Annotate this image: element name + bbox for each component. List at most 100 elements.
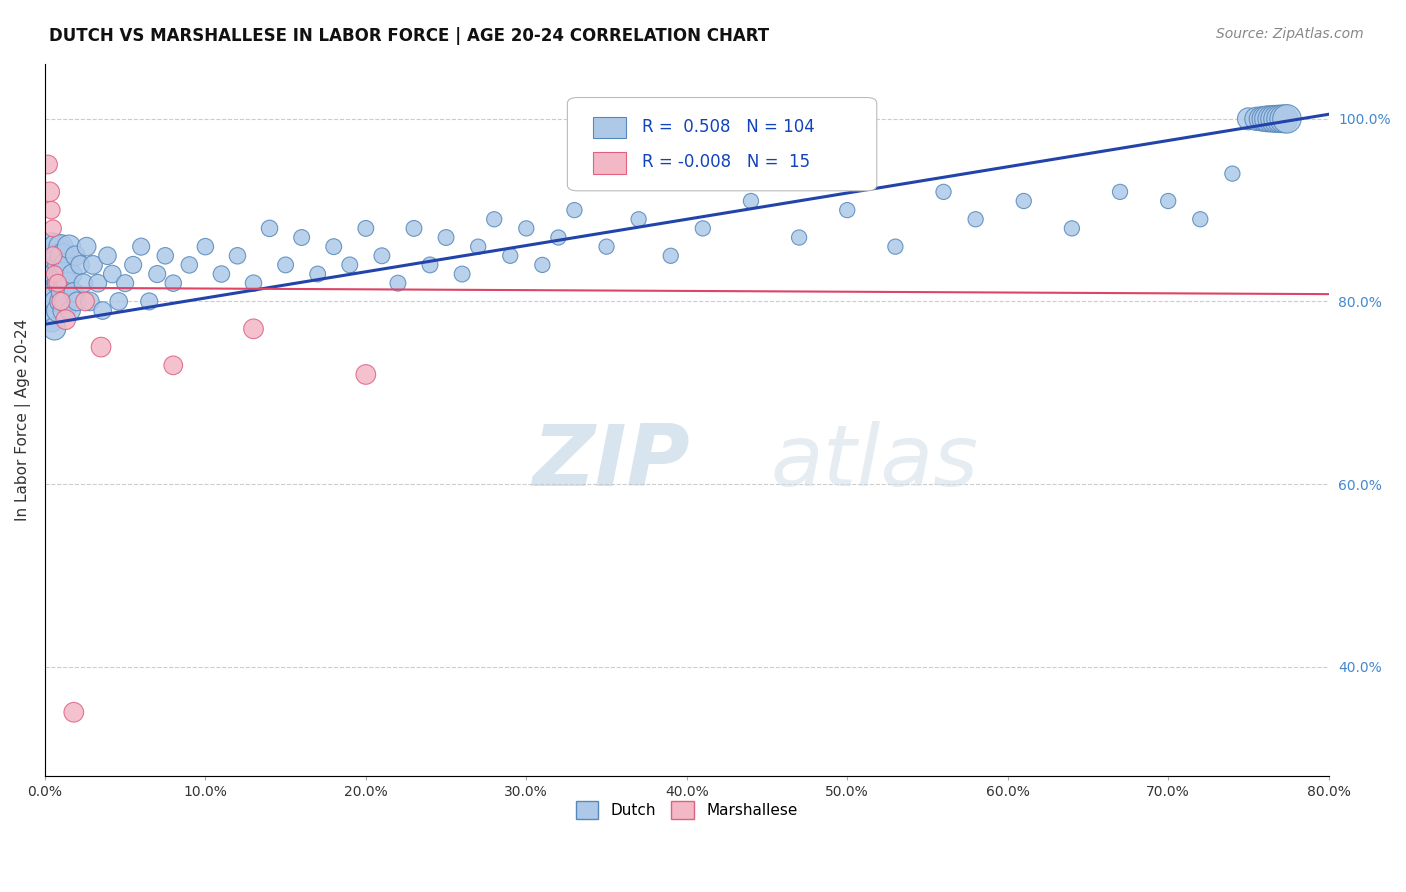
Point xyxy=(740,194,762,208)
Point xyxy=(1260,112,1282,126)
Point xyxy=(274,258,297,272)
Text: Source: ZipAtlas.com: Source: ZipAtlas.com xyxy=(1216,27,1364,41)
Point xyxy=(45,267,67,281)
Point xyxy=(387,276,409,290)
Point xyxy=(39,312,62,326)
Point xyxy=(38,185,60,199)
Point xyxy=(44,258,66,272)
Point xyxy=(354,368,377,382)
Point xyxy=(59,303,82,318)
Point xyxy=(322,240,344,254)
Point xyxy=(1060,221,1083,235)
Point xyxy=(1157,194,1180,208)
Point xyxy=(499,249,522,263)
Point xyxy=(1253,112,1275,126)
Point xyxy=(39,240,62,254)
Point xyxy=(46,276,69,290)
Point xyxy=(37,258,59,272)
Text: atlas: atlas xyxy=(770,421,979,504)
Point xyxy=(96,249,118,263)
Point xyxy=(49,267,72,281)
Point xyxy=(42,276,65,290)
Point xyxy=(371,249,394,263)
Point xyxy=(37,157,59,171)
Point xyxy=(51,249,73,263)
Point xyxy=(38,276,60,290)
Point xyxy=(162,359,184,373)
Point xyxy=(55,312,77,326)
Point xyxy=(38,294,60,309)
Point xyxy=(122,258,145,272)
Point xyxy=(1250,112,1272,126)
Text: R = -0.008   N =  15: R = -0.008 N = 15 xyxy=(643,153,810,171)
Point xyxy=(107,294,129,309)
Text: ZIP: ZIP xyxy=(533,421,690,504)
Point xyxy=(101,267,124,281)
Point xyxy=(884,240,907,254)
Point xyxy=(692,221,714,235)
Point xyxy=(226,249,249,263)
Point xyxy=(91,303,114,318)
Point xyxy=(48,258,70,272)
Point xyxy=(72,276,94,290)
Point xyxy=(402,221,425,235)
Point xyxy=(162,276,184,290)
Point xyxy=(53,303,76,318)
Point xyxy=(58,240,80,254)
Point xyxy=(194,240,217,254)
Point xyxy=(44,285,66,300)
Point xyxy=(1263,112,1285,126)
Point xyxy=(1257,112,1279,126)
Point xyxy=(242,276,264,290)
Point xyxy=(209,267,232,281)
Point xyxy=(62,285,84,300)
Legend: Dutch, Marshallese: Dutch, Marshallese xyxy=(569,795,804,825)
Point xyxy=(65,249,87,263)
Point xyxy=(51,285,73,300)
Point xyxy=(55,258,77,272)
Point xyxy=(46,303,69,318)
Point xyxy=(53,267,76,281)
Point xyxy=(354,221,377,235)
Point xyxy=(1265,112,1288,126)
Point xyxy=(69,258,91,272)
Point xyxy=(179,258,201,272)
Point xyxy=(39,267,62,281)
Point xyxy=(1237,112,1260,126)
Point xyxy=(66,294,89,309)
FancyBboxPatch shape xyxy=(593,153,627,174)
Text: R =  0.508   N = 104: R = 0.508 N = 104 xyxy=(643,118,814,136)
Point xyxy=(138,294,160,309)
Point xyxy=(42,303,65,318)
Point xyxy=(87,276,110,290)
Point xyxy=(1275,112,1298,126)
Point xyxy=(564,203,586,218)
Point xyxy=(259,221,281,235)
Point xyxy=(515,221,537,235)
Point xyxy=(451,267,474,281)
Point xyxy=(627,212,650,227)
Point xyxy=(44,267,66,281)
FancyBboxPatch shape xyxy=(593,117,627,138)
Point xyxy=(1246,112,1268,126)
Point xyxy=(42,249,65,263)
Point xyxy=(595,240,617,254)
Point xyxy=(965,212,987,227)
Point xyxy=(55,294,77,309)
Point xyxy=(62,706,84,720)
Point xyxy=(291,230,314,244)
Point xyxy=(547,230,569,244)
Point xyxy=(1109,185,1132,199)
Point xyxy=(82,258,104,272)
Point xyxy=(482,212,505,227)
Point xyxy=(434,230,457,244)
Point xyxy=(48,276,70,290)
Point xyxy=(45,294,67,309)
Point xyxy=(787,230,810,244)
Point xyxy=(307,267,329,281)
Point xyxy=(1270,112,1292,126)
FancyBboxPatch shape xyxy=(568,97,877,191)
Point xyxy=(45,240,67,254)
Point xyxy=(73,294,96,309)
Point xyxy=(659,249,682,263)
